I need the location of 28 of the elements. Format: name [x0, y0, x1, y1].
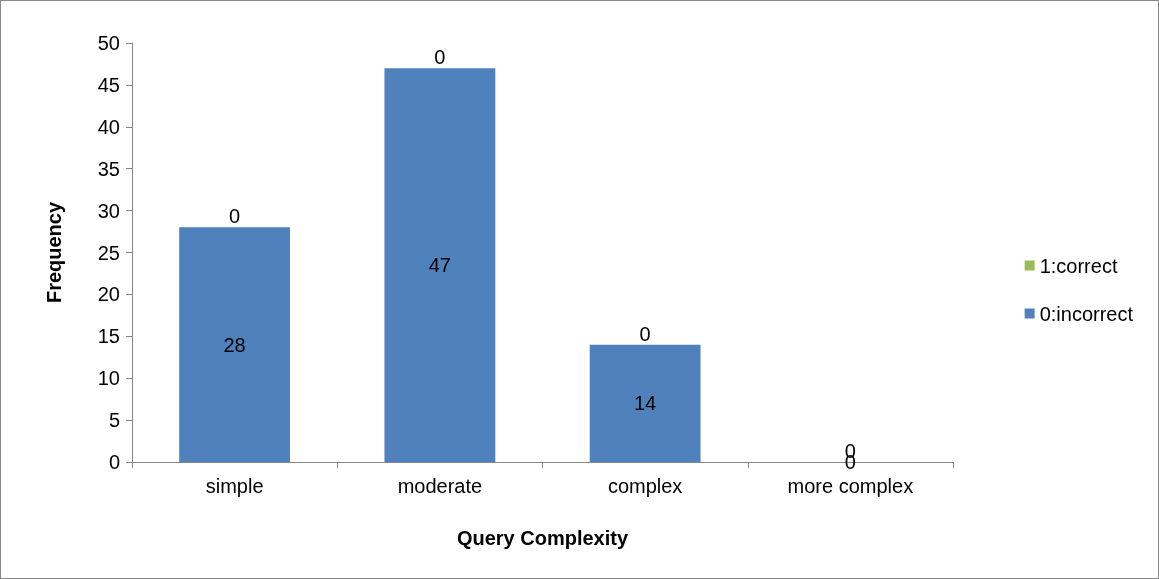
y-tick-label: 10	[97, 367, 120, 390]
y-tick-label: 45	[97, 73, 120, 96]
y-tick-label: 30	[97, 199, 120, 222]
data-label: 0	[639, 322, 651, 345]
data-label: 14	[634, 392, 657, 415]
x-axis-title: Query Complexity	[456, 527, 629, 549]
y-tick-label: 20	[97, 283, 120, 306]
y-axis-title: Frequency	[43, 201, 65, 304]
x-tick-label: more complex	[787, 475, 914, 497]
y-tick-label: 15	[97, 325, 120, 348]
x-tick-label: simple	[205, 475, 264, 497]
data-label: 28	[223, 333, 246, 356]
bar	[179, 227, 291, 462]
data-label: 0	[434, 46, 446, 69]
y-tick-label: 0	[108, 451, 120, 473]
legend-label: 1:correct	[1039, 254, 1118, 277]
y-tick-label: 50	[97, 32, 120, 54]
x-tick-label: complex	[607, 475, 683, 497]
y-tick-label: 40	[97, 115, 120, 138]
x-tick-label: moderate	[397, 475, 483, 497]
data-label: 0	[229, 205, 241, 228]
bar	[384, 68, 496, 462]
y-tick-label: 25	[97, 241, 120, 264]
bar	[589, 344, 701, 462]
legend-label: 0:incorrect	[1039, 302, 1134, 325]
y-tick-label: 5	[108, 409, 120, 432]
data-label: 47	[428, 254, 451, 277]
y-tick-label: 35	[97, 157, 120, 180]
